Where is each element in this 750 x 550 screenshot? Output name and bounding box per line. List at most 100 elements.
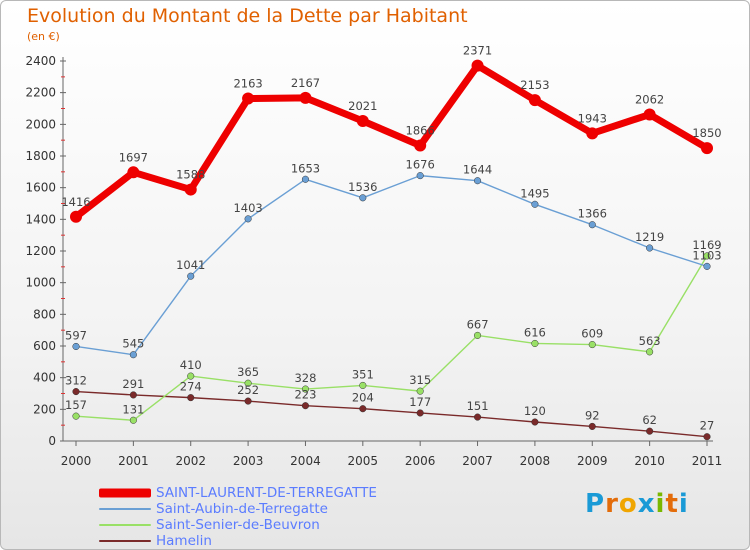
data-label: 1644 [463, 163, 492, 177]
data-label: 2371 [463, 44, 492, 58]
data-label: 315 [409, 373, 431, 387]
x-tick-label: 2002 [175, 454, 206, 468]
data-label: 2062 [635, 93, 664, 107]
data-point-1 [72, 342, 80, 351]
data-point-0 [701, 142, 713, 155]
data-point-2 [646, 348, 654, 356]
data-point-0 [184, 183, 197, 196]
x-tick-label: 2004 [290, 454, 321, 468]
data-point-2 [244, 379, 252, 387]
data-label: 1850 [692, 126, 721, 140]
data-label: 1041 [176, 258, 205, 272]
data-point-3 [187, 394, 195, 402]
chart-title: Evolution du Montant de la Dette par Hab… [27, 5, 468, 27]
data-point-3 [129, 391, 137, 399]
data-point-0 [643, 108, 656, 121]
line-chart: 0 200 400 600 800 1000 1200 1400 1600 1800 2000 220… [25, 44, 723, 468]
data-point-1 [244, 215, 252, 223]
data-label: 1653 [291, 161, 320, 175]
data-point-1 [359, 194, 367, 202]
data-point-3 [301, 402, 310, 410]
data-point-2 [72, 412, 80, 420]
y-tick-label: 2200 [25, 86, 56, 100]
data-point-0 [586, 127, 599, 140]
y-tick-label: 200 [33, 402, 56, 416]
data-label: 1219 [635, 230, 664, 244]
series-line-2 [75, 255, 708, 421]
data-point-2 [531, 339, 539, 348]
legend-swatch [99, 524, 151, 526]
data-point-3 [244, 397, 252, 405]
data-point-0 [356, 115, 369, 128]
data-point-3 [359, 405, 367, 413]
data-label: 2163 [233, 77, 262, 91]
data-label: 597 [65, 328, 87, 342]
data-point-0 [127, 166, 140, 179]
x-tick-label: 2009 [577, 454, 608, 468]
logo-letter: i [655, 489, 666, 519]
logo-letter: o [618, 489, 638, 519]
proxiti-logo: Proxiti [585, 489, 689, 519]
data-label: 2021 [348, 99, 377, 113]
y-tick-label: 1200 [25, 244, 56, 258]
y-tick-label: 1400 [25, 212, 56, 226]
data-point-2 [703, 252, 711, 260]
data-label: 365 [237, 365, 259, 379]
data-label: 328 [294, 371, 316, 385]
data-point-2 [187, 372, 195, 380]
data-point-2 [473, 331, 482, 339]
x-tick-label: 2005 [348, 454, 379, 468]
data-point-3 [531, 418, 539, 426]
data-label: 1416 [61, 195, 90, 209]
x-tick-label: 2011 [692, 454, 723, 468]
data-label: 1588 [176, 168, 205, 182]
series-line-1 [75, 174, 708, 356]
y-tick-label: 0 [48, 434, 56, 448]
data-point-0 [471, 59, 484, 72]
data-label: 27 [700, 419, 715, 433]
y-tick-label: 800 [33, 307, 56, 321]
data-point-1 [588, 221, 596, 229]
data-label: 1536 [348, 180, 377, 194]
data-point-1 [416, 172, 424, 180]
data-point-2 [301, 385, 310, 393]
data-label: 92 [585, 408, 600, 422]
data-label: 252 [237, 383, 259, 397]
data-label: 351 [352, 367, 374, 381]
data-label: 609 [581, 327, 603, 341]
legend-label: SAINT-LAURENT-DE-TERREGATTE [156, 485, 377, 501]
x-tick-label: 2007 [462, 454, 493, 468]
data-point-0 [242, 92, 255, 105]
data-label: 151 [467, 399, 489, 413]
data-point-1 [646, 244, 654, 252]
data-point-3 [703, 433, 711, 441]
data-point-3 [72, 388, 80, 396]
data-label: 1366 [578, 207, 607, 221]
data-label: 1943 [578, 111, 607, 125]
y-tick-label: 1000 [25, 276, 56, 290]
legend-swatch [99, 488, 151, 498]
data-label: 667 [467, 317, 489, 331]
data-label: 1495 [520, 186, 549, 200]
data-label: 1103 [692, 248, 721, 262]
series-line-3 [75, 390, 708, 438]
data-label: 2167 [291, 76, 320, 90]
y-tick-label: 600 [33, 339, 56, 353]
data-point-3 [588, 422, 596, 430]
data-label: 291 [122, 377, 144, 391]
data-point-0 [414, 139, 427, 152]
legend-label: Saint-Senier-de-Beuvron [156, 517, 320, 533]
y-tick-label: 2400 [25, 54, 56, 68]
data-point-2 [129, 416, 137, 424]
x-tick-label: 2003 [233, 454, 264, 468]
data-label: 223 [294, 388, 316, 402]
data-label: 274 [180, 380, 202, 394]
legend-label: Hamelin [156, 533, 212, 549]
x-tick-label: 2006 [405, 454, 436, 468]
y-tick-label: 1800 [25, 149, 56, 163]
logo-letter: t [665, 489, 679, 519]
data-point-2 [416, 387, 424, 395]
data-label: 312 [65, 374, 87, 388]
data-point-1 [531, 200, 539, 208]
